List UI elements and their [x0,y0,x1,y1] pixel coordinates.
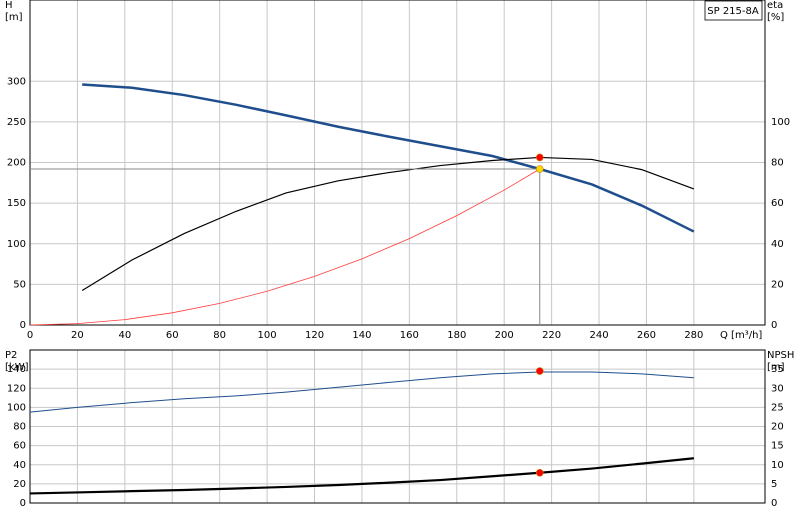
y-tick-label: 0 [20,320,26,331]
y2-tick-label: 30 [771,383,784,394]
x-tick-label: 120 [305,330,324,341]
y2-tick-label: 20 [771,279,784,290]
title-box [704,0,763,21]
y-tick-label: 60 [13,441,26,452]
x-tick-label: 160 [400,330,419,341]
x-tick-label: 240 [589,330,608,341]
y2-axis-label: [m] [767,362,785,373]
x-tick-label: 140 [352,330,371,341]
y-axis-label: [kW] [5,362,29,373]
y2-axis-label: [%] [767,12,784,23]
y2-tick-label: 35 [771,364,784,375]
x-tick-label: 100 [258,330,277,341]
y-tick-label: 300 [7,76,26,87]
y-tick-label: 40 [13,460,26,471]
curve [29,457,694,495]
y-axis-label: P2 [5,350,17,361]
x-tick-label: 200 [495,330,514,341]
y2-tick-label: 15 [771,441,784,452]
y-axis-label: [m] [5,12,23,23]
y2-tick-label: 0 [771,498,777,509]
x-tick-label: 40 [118,330,131,341]
y-tick-label: 100 [7,239,26,250]
y2-tick-label: 0 [771,320,777,331]
y-tick-label: 50 [13,279,26,290]
x-tick-label: 20 [71,330,84,341]
plot-frame [29,349,766,504]
duty-point [535,153,544,162]
y-tick-label: 200 [7,158,26,169]
curve [29,371,694,413]
y-tick-label: 20 [13,479,26,490]
x-axis-label: Q [m³/h] [720,330,762,341]
y2-tick-label: 25 [771,402,784,413]
y-tick-label: 100 [7,402,26,413]
y-axis-label: H [5,0,13,11]
y2-tick-label: 40 [771,239,784,250]
curve [29,168,540,326]
y2-tick-label: 5 [771,479,777,490]
chart-title: SP 215-8A [707,6,759,17]
x-tick-label: 60 [166,330,179,341]
y2-tick-label: 20 [771,422,784,433]
y2-tick-label: 10 [771,460,784,471]
duty-point [535,468,544,477]
y-tick-label: 80 [13,422,26,433]
duty-point [535,165,544,173]
x-tick-label: 260 [637,330,656,341]
y-tick-label: 120 [7,383,26,394]
y-tick-label: 250 [7,117,26,128]
y-tick-label: 150 [7,198,26,209]
y2-axis-label: eta [767,0,783,11]
x-tick-label: 0 [27,330,33,341]
y-tick-label: 0 [20,498,26,509]
curve [82,83,695,233]
x-tick-label: 220 [542,330,561,341]
x-tick-label: 180 [447,330,466,341]
x-tick-label: 280 [684,330,703,341]
curve [81,156,695,291]
y2-tick-label: 60 [771,198,784,209]
plot-frame [29,0,766,326]
y2-tick-label: 100 [771,117,790,128]
y2-axis-label: NPSH [767,350,794,361]
y-tick-label: 140 [7,364,26,375]
x-tick-label: 80 [213,330,226,341]
y2-tick-label: 80 [771,158,784,169]
duty-point [535,367,544,375]
